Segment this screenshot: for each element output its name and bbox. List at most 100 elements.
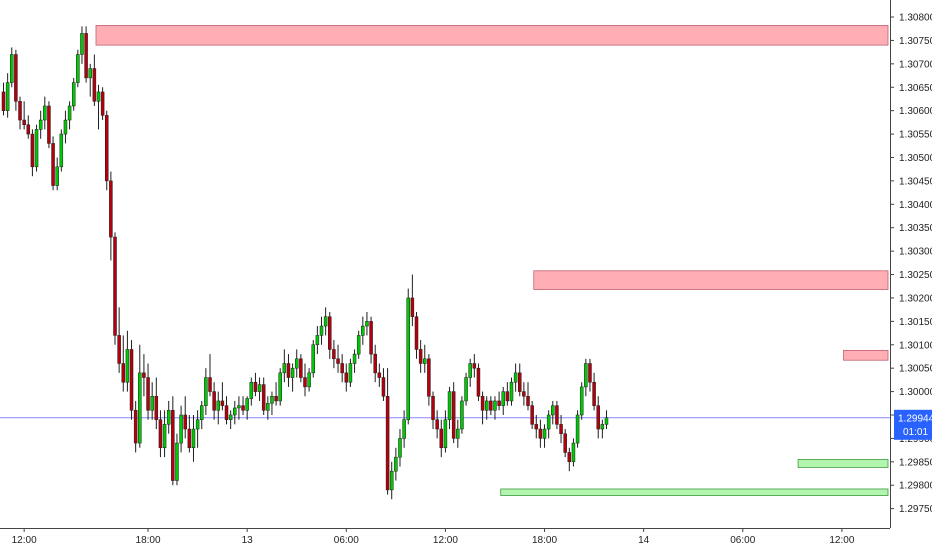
candle-body: [356, 335, 361, 355]
time-tick-label: 14: [638, 535, 650, 546]
candle-body: [166, 410, 171, 425]
candle-body: [522, 391, 526, 397]
candle-body: [460, 400, 464, 430]
candle-body: [567, 452, 572, 463]
price-tick-label: 1.30800: [899, 13, 932, 24]
candle-body: [38, 119, 43, 130]
candle-body: [484, 400, 489, 411]
candle-body: [146, 377, 150, 411]
candle-body: [138, 372, 142, 444]
candle-body: [394, 456, 398, 472]
candle-body: [67, 105, 72, 121]
price-tick-label: 1.30350: [899, 223, 932, 234]
time-axis[interactable]: 12:00 18:00 13 06:00 12:00 18:00 14 06:00 12:00: [12, 528, 855, 546]
supply-zone: [533, 270, 889, 290]
candle-body: [125, 349, 130, 383]
candle-body: [14, 54, 18, 102]
candle-body: [480, 396, 485, 411]
candle-body: [92, 68, 97, 102]
supply-zone: [95, 25, 889, 46]
candle-body: [220, 400, 225, 406]
candle-body: [352, 353, 357, 364]
price-tick-label: 1.30150: [899, 317, 932, 328]
candle-body: [212, 391, 216, 411]
candle-body: [150, 396, 154, 411]
candle-body: [100, 91, 105, 116]
current-price-tag-background: [894, 409, 932, 440]
candle-body: [369, 321, 373, 355]
candle-body: [427, 358, 431, 397]
candle-body: [10, 54, 14, 83]
candle-body: [534, 424, 539, 430]
demand-zone: [500, 488, 889, 496]
candle-body: [551, 405, 555, 416]
candle-body: [361, 325, 365, 336]
current-price-tag: 1.29944 01:01: [894, 409, 932, 440]
price-tick-label: 1.30650: [899, 83, 932, 94]
candle-body: [385, 396, 390, 491]
price-tick-label: 1.30600: [899, 106, 932, 117]
candle-body: [489, 400, 493, 411]
time-tick-label: 12:00: [829, 535, 854, 546]
candle-body: [257, 384, 262, 392]
candle-body: [509, 381, 514, 402]
candle-body: [261, 384, 266, 411]
candle-body: [241, 405, 245, 411]
candle-body: [158, 419, 163, 449]
candle-body: [476, 367, 481, 397]
candle-body: [505, 391, 510, 402]
supply-zone: [843, 349, 889, 361]
candle-body: [270, 396, 274, 404]
candle-body: [274, 396, 278, 402]
price-tick-label: 1.30750: [899, 36, 932, 47]
candle-body: [294, 358, 299, 369]
time-tick-label: 06:00: [334, 535, 359, 546]
candle-body: [253, 381, 258, 392]
candle-body: [406, 297, 410, 420]
candle-body: [315, 335, 320, 346]
price-tick-label: 1.30700: [899, 59, 932, 70]
candle-body: [105, 115, 109, 182]
price-tick-label: 1.30050: [899, 364, 932, 375]
candle-body: [584, 363, 588, 388]
candle-body: [518, 372, 522, 392]
candle-body: [187, 428, 192, 449]
candle-body: [472, 363, 477, 369]
candle-body: [513, 372, 518, 383]
candle-body: [113, 236, 117, 336]
candle-body: [237, 405, 241, 409]
candle-body: [88, 68, 92, 79]
candle-body: [224, 405, 229, 420]
candle-body: [451, 391, 456, 439]
candle-body: [332, 349, 336, 360]
candle-body: [303, 377, 307, 388]
price-tick-label: 1.29850: [899, 457, 932, 468]
candle-body: [542, 428, 547, 439]
candle-body: [175, 442, 179, 481]
candle-body: [43, 105, 47, 121]
price-tick-label: 1.30400: [899, 200, 932, 211]
zone-layer: [95, 25, 889, 496]
candle-body: [410, 297, 415, 317]
candle-body: [311, 344, 315, 374]
candle-body: [530, 405, 534, 425]
candle-body: [76, 54, 80, 83]
candle-body: [456, 428, 460, 439]
candle-body: [162, 424, 167, 449]
candle-body: [133, 410, 138, 444]
candle-body: [282, 363, 287, 374]
candle-body: [80, 33, 84, 55]
candle-body: [579, 386, 584, 416]
candle-body: [59, 133, 64, 168]
candle-body: [183, 414, 187, 430]
candle-body: [208, 377, 212, 392]
candle-body: [249, 381, 254, 399]
candle-body: [497, 400, 501, 406]
candle-body: [63, 119, 68, 135]
candle-body: [398, 438, 402, 458]
candle-body: [373, 353, 377, 374]
candle-body: [307, 372, 311, 388]
candle-body: [423, 358, 427, 364]
candle-body: [51, 143, 55, 186]
